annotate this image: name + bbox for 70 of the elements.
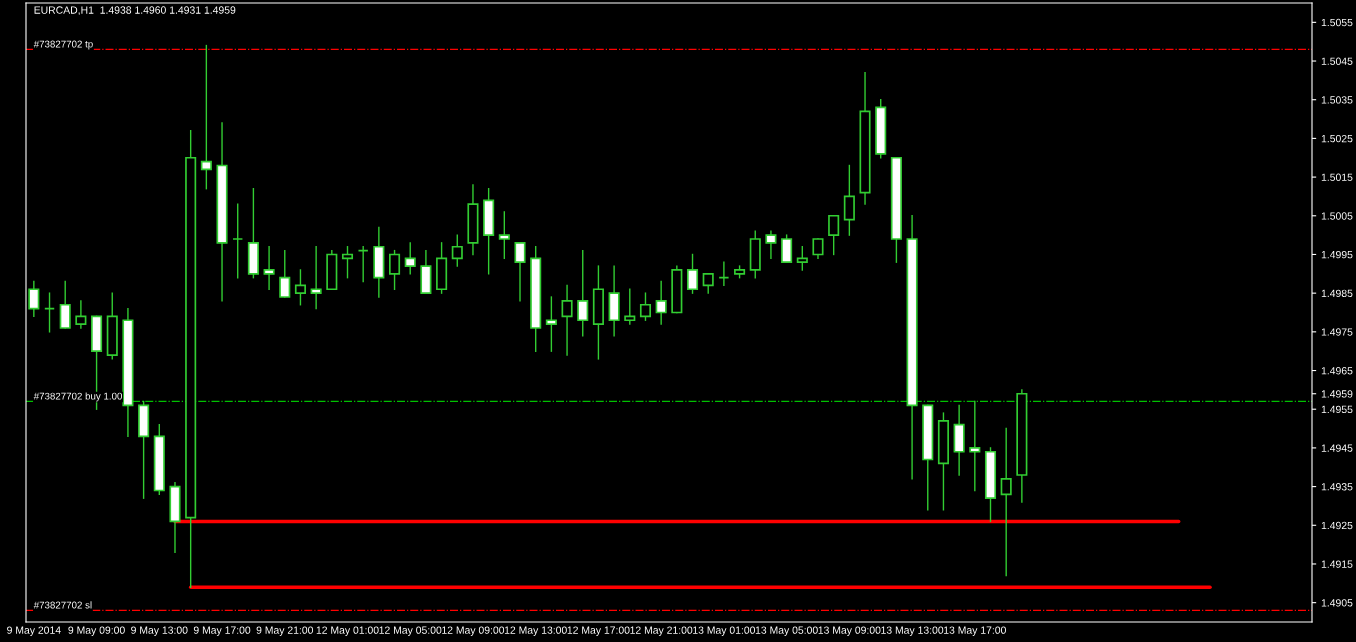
- chart-title: EURCAD,H1 1.4938 1.4960 1.4931 1.4959: [34, 6, 236, 15]
- candlestick: [404, 242, 416, 275]
- x-tick-label: 12 May 21:00: [630, 626, 693, 636]
- x-tick-label: 13 May 01:00: [693, 626, 756, 636]
- y-tick-label: 1.4925: [1321, 521, 1353, 530]
- x-tick-label: 12 May 05:00: [379, 626, 442, 636]
- x-tick-label: 9 May 21:00: [256, 626, 314, 636]
- y-tick-label: 1.4935: [1321, 483, 1353, 491]
- y-tick-label: 1.4915: [1321, 560, 1353, 568]
- candlestick: [781, 234, 793, 264]
- candlestick: [43, 292, 56, 333]
- y-tick-label: 1.5035: [1321, 96, 1353, 104]
- ref-line-label: #73827702 sl: [33, 601, 92, 609]
- candlestick: [718, 261, 730, 287]
- candlestick: [357, 246, 369, 283]
- y-tick-label: 1.4995: [1321, 250, 1353, 259]
- candlestick: [263, 246, 275, 290]
- x-tick-label: 12 May 01:00: [316, 626, 379, 636]
- x-tick-label: 13 May 09:00: [818, 626, 881, 636]
- candlestick: [561, 284, 573, 356]
- x-tick-label: 12 May 09:00: [442, 626, 505, 636]
- candlestick: [389, 249, 401, 290]
- candlestick: [1000, 427, 1012, 577]
- y-tick-label: 1.4945: [1321, 444, 1353, 452]
- x-tick-label: 9 May 09:00: [68, 626, 125, 636]
- candlestick: [232, 203, 244, 279]
- y-tick-label: 1.5025: [1321, 134, 1353, 143]
- candlestick: [639, 292, 652, 321]
- candlestick: [59, 280, 71, 329]
- y-tick-label: 1.5045: [1321, 57, 1353, 65]
- y-tick-label: 1.5055: [1321, 18, 1353, 27]
- x-tick-label: 13 May 13:00: [881, 626, 944, 636]
- x-tick-label: 12 May 17:00: [567, 626, 630, 636]
- candlestick: [702, 272, 714, 294]
- candlestick: [765, 230, 777, 260]
- candlestick: [796, 246, 808, 271]
- candlestick: [655, 280, 667, 325]
- candlestick: [498, 211, 510, 260]
- candlestick: [200, 44, 212, 190]
- candlestick: [828, 214, 840, 256]
- y-tick-label: 1.4965: [1321, 367, 1353, 375]
- x-tick-label: 12 May 13:00: [504, 626, 567, 636]
- candlestick: [75, 300, 87, 329]
- y-tick-label: 1.4985: [1321, 289, 1353, 298]
- x-tick-label: 13 May 17:00: [944, 626, 1006, 636]
- candlestick: [577, 249, 589, 337]
- ref-line-label: #73827702 tp: [33, 40, 93, 50]
- candlestick: [624, 288, 636, 325]
- y-tick-label: 1.4975: [1321, 328, 1353, 336]
- candlestick: [686, 253, 699, 294]
- y-tick-label: 1.4905: [1321, 599, 1353, 607]
- x-tick-label: 9 May 2014: [7, 626, 61, 636]
- y-tick-label: 1.5005: [1321, 212, 1353, 220]
- candlestick: [294, 269, 306, 306]
- candlestick: [969, 400, 981, 492]
- candlestick: [843, 164, 855, 236]
- candlestick: [279, 249, 291, 298]
- candlestick: [812, 238, 824, 260]
- candlestick: [545, 296, 557, 352]
- candlestick: [451, 234, 463, 267]
- x-tick-label: 13 May 05:00: [755, 626, 818, 636]
- candlestick: [341, 246, 354, 279]
- candlestick: [514, 242, 526, 302]
- y-tick-label: 1.5015: [1321, 173, 1353, 181]
- candlestick: [310, 246, 322, 310]
- x-tick-label: 9 May 13:00: [131, 626, 188, 636]
- x-tick-label: 9 May 17:00: [193, 626, 251, 636]
- y-tick-label: 1.4955: [1321, 405, 1353, 414]
- ref-line-label: #73827702 buy 1.00: [33, 392, 122, 402]
- y-tick-label: 1.4959: [1321, 390, 1353, 398]
